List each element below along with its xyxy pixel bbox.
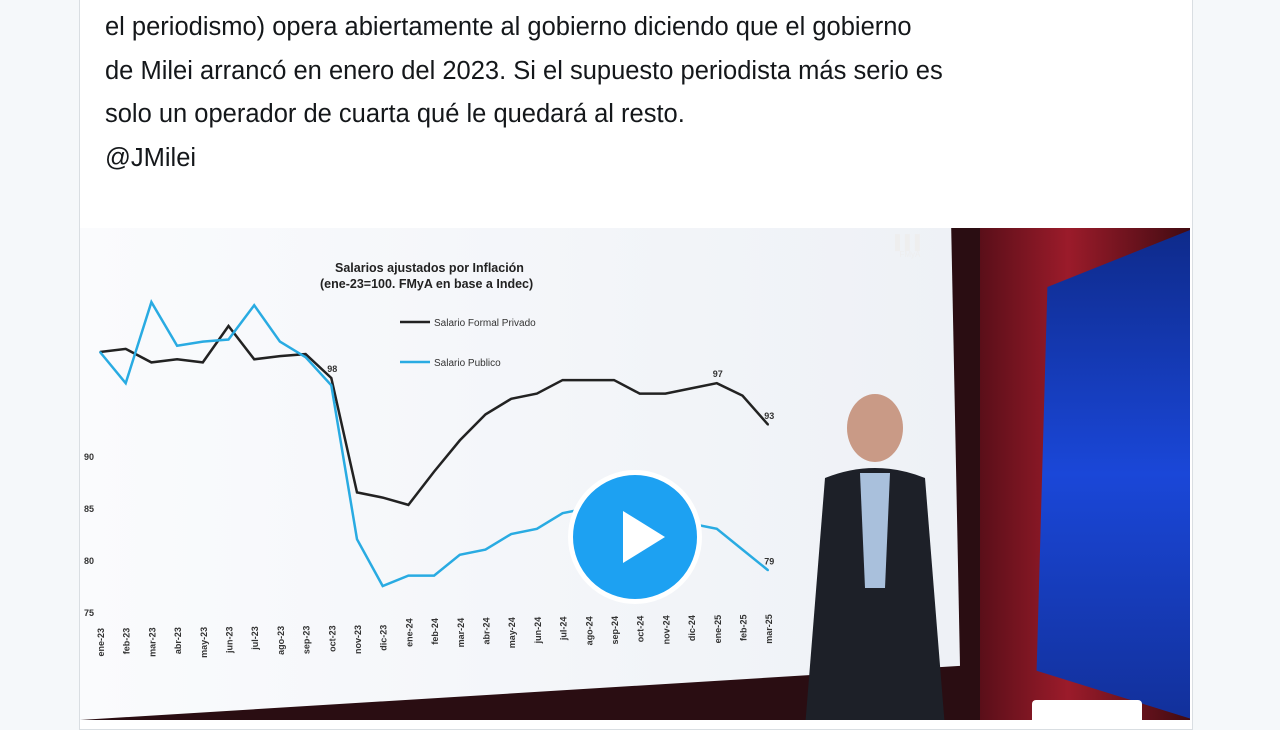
data-point xyxy=(664,392,667,395)
tweet-text-line: el periodismo) opera abiertamente al gob… xyxy=(105,13,912,41)
video-badge xyxy=(1032,700,1142,720)
data-point xyxy=(716,528,718,530)
data-point xyxy=(407,504,410,506)
x-tick-label: ene-23 xyxy=(96,628,106,657)
data-point xyxy=(304,356,307,358)
data-point xyxy=(202,340,204,343)
data-point xyxy=(227,325,230,327)
x-tick-label: jul-23 xyxy=(250,626,260,651)
data-point xyxy=(510,398,512,400)
y-tick-label: 75 xyxy=(84,608,94,618)
x-tick-label: ago-24 xyxy=(584,616,594,645)
x-tick-label: feb-24 xyxy=(430,618,440,645)
x-tick-label: mar-25 xyxy=(764,614,774,644)
x-tick-label: ene-25 xyxy=(713,615,723,644)
data-point xyxy=(176,358,178,361)
y-tick-label: 85 xyxy=(84,504,94,514)
data-point xyxy=(484,413,487,416)
x-tick-label: jul-24 xyxy=(559,617,569,642)
data-point xyxy=(716,382,718,384)
data-point xyxy=(433,574,435,577)
data-point xyxy=(433,470,435,473)
legend-label-publico: Salario Publico xyxy=(434,358,501,369)
data-point xyxy=(227,338,230,341)
data-point xyxy=(253,358,255,361)
x-tick-label: nov-24 xyxy=(661,615,671,644)
data-point xyxy=(484,548,487,551)
data-label: 98 xyxy=(327,364,337,374)
data-label: 97 xyxy=(713,369,723,379)
data-point xyxy=(638,392,641,395)
data-point xyxy=(767,424,769,426)
x-tick-label: dic-23 xyxy=(379,625,389,651)
studio-screen-blue xyxy=(1036,228,1190,720)
data-point xyxy=(150,361,153,364)
data-point xyxy=(356,491,358,494)
data-point xyxy=(304,353,307,355)
data-point xyxy=(613,379,615,381)
data-point xyxy=(381,496,384,499)
x-tick-label: may-24 xyxy=(507,617,517,648)
x-tick-label: sep-24 xyxy=(610,616,620,645)
data-point xyxy=(510,533,512,535)
video-player[interactable]: ▌▌▌ FMyA Salarios ajustados por Inflación… xyxy=(80,228,1190,720)
x-tick-label: may-23 xyxy=(199,627,209,658)
chart-title: Salarios ajustados por Inflación xyxy=(335,261,524,275)
fmya-logo: ▌▌▌ FMyA xyxy=(895,234,925,259)
data-point xyxy=(330,384,333,387)
data-point xyxy=(99,351,101,353)
data-point xyxy=(561,512,564,514)
x-tick-label: ene-24 xyxy=(404,618,414,647)
data-point xyxy=(150,301,153,303)
mention-link[interactable]: @JMilei xyxy=(105,143,197,172)
x-tick-label: sep-23 xyxy=(302,626,312,655)
x-tick-label: mar-24 xyxy=(456,618,466,648)
data-point xyxy=(202,361,204,364)
data-point xyxy=(279,340,281,343)
data-point xyxy=(767,569,769,572)
data-point xyxy=(690,387,692,390)
data-point xyxy=(279,355,281,357)
data-point xyxy=(407,574,410,577)
data-point xyxy=(741,548,744,551)
y-tick-label: 80 xyxy=(84,556,94,566)
x-tick-label: ago-23 xyxy=(276,626,286,655)
x-tick-label: feb-25 xyxy=(739,615,749,642)
data-point xyxy=(253,304,255,306)
legend-label-privado: Salario Formal Privado xyxy=(434,318,536,329)
tweet-text: el periodismo) opera abiertamente al gob… xyxy=(105,6,1185,180)
data-point xyxy=(124,382,127,384)
data-point xyxy=(459,439,461,442)
data-label: 79 xyxy=(764,556,774,566)
x-tick-label: dic-24 xyxy=(687,615,697,641)
data-point xyxy=(536,528,538,530)
x-tick-label: nov-23 xyxy=(353,625,363,654)
tweet-text-line: de Milei arrancó en enero del 2023. Si e… xyxy=(105,56,943,85)
data-label: 93 xyxy=(764,411,774,421)
chart-subtitle: (ene-23=100. FMyA en base a Indec) xyxy=(320,277,533,291)
x-tick-label: abr-24 xyxy=(482,618,492,645)
x-tick-label: oct-24 xyxy=(636,616,646,643)
x-tick-label: feb-23 xyxy=(122,628,132,655)
data-point xyxy=(741,394,744,397)
y-tick-label: 90 xyxy=(84,452,94,462)
x-tick-label: oct-23 xyxy=(327,625,337,652)
data-point xyxy=(536,392,538,395)
presenter xyxy=(805,394,945,720)
play-button[interactable] xyxy=(568,470,702,604)
data-point xyxy=(561,379,564,381)
x-tick-label: abr-23 xyxy=(173,627,183,654)
data-point xyxy=(356,538,358,540)
x-tick-label: mar-23 xyxy=(147,627,157,657)
data-point xyxy=(176,344,178,347)
data-point xyxy=(587,379,590,381)
x-tick-label: jun-23 xyxy=(225,627,235,655)
x-tick-label: jun-24 xyxy=(533,617,543,645)
data-point xyxy=(459,554,461,556)
data-point xyxy=(381,585,384,587)
data-point xyxy=(124,348,127,350)
tweet-text-line: solo un operador de cuarta qué le quedar… xyxy=(105,100,685,128)
data-point xyxy=(330,377,333,379)
